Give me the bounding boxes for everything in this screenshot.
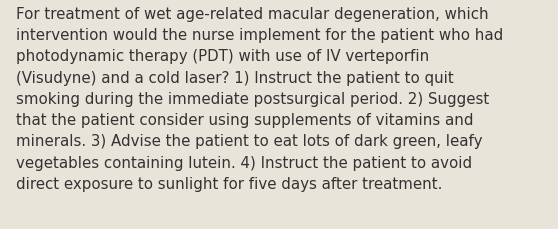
Text: For treatment of wet age-related macular degeneration, which
intervention would : For treatment of wet age-related macular… (16, 7, 503, 191)
